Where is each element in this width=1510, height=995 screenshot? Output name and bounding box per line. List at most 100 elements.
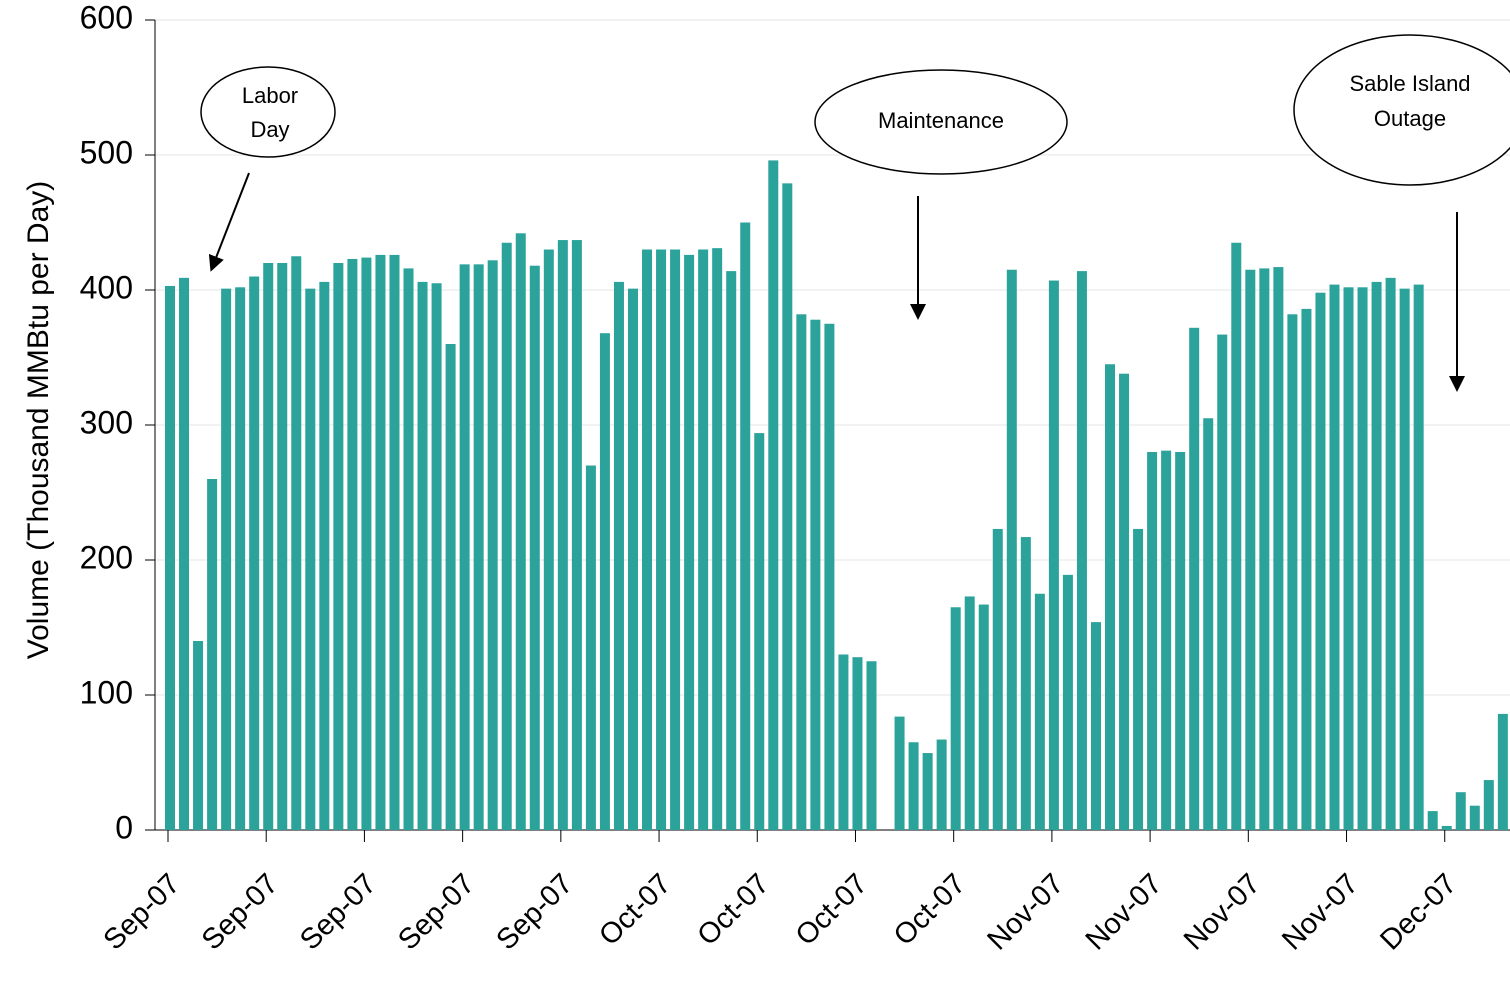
bar	[1259, 268, 1270, 830]
bar	[1217, 334, 1228, 830]
bar	[333, 263, 344, 830]
bar	[1203, 418, 1214, 830]
bar	[389, 254, 400, 830]
y-tick-label: 0	[115, 809, 133, 845]
bar	[277, 263, 288, 830]
bar	[852, 657, 863, 830]
x-tick-label: Nov-07	[982, 868, 1071, 957]
y-tick-label: 500	[80, 134, 133, 170]
bar	[1175, 452, 1186, 830]
bar	[613, 281, 624, 830]
bar	[1076, 271, 1087, 831]
bar	[1483, 780, 1494, 830]
bar	[782, 183, 793, 831]
bar	[1189, 327, 1200, 830]
bar	[263, 263, 274, 830]
bar	[1315, 292, 1326, 830]
bar	[1006, 269, 1017, 830]
annotation-text: Maintenance	[878, 108, 1004, 133]
annotation-text: Day	[250, 117, 289, 142]
x-tick-label: Oct-07	[888, 868, 972, 952]
bar	[361, 257, 372, 831]
bar	[1371, 281, 1382, 830]
bar	[810, 319, 821, 830]
x-tick-label: Sep-07	[294, 868, 383, 957]
x-tick-label: Sep-07	[490, 868, 579, 957]
bar	[627, 288, 638, 830]
bar	[459, 264, 470, 831]
bar	[179, 277, 190, 831]
bar	[207, 479, 218, 830]
bar	[712, 248, 723, 830]
bar	[1301, 308, 1312, 830]
bar	[1497, 713, 1508, 830]
bar	[543, 249, 554, 830]
bar	[950, 607, 961, 830]
bar	[375, 254, 386, 830]
bar	[1231, 242, 1242, 830]
bar	[1133, 528, 1144, 830]
bar	[487, 260, 498, 830]
bar	[838, 654, 849, 830]
bar	[1287, 314, 1298, 830]
bar	[319, 281, 330, 830]
bar	[1357, 287, 1368, 830]
bar	[235, 287, 246, 830]
bar	[992, 528, 1003, 830]
bar	[501, 242, 512, 830]
bar	[529, 265, 540, 830]
bar	[1048, 280, 1059, 830]
bar	[1441, 825, 1452, 830]
x-tick-label: Sep-07	[98, 868, 187, 957]
bar	[1090, 622, 1101, 830]
bar	[165, 285, 175, 830]
bar	[1455, 792, 1466, 830]
bar	[347, 258, 358, 830]
bar	[571, 240, 582, 831]
bar	[417, 281, 428, 830]
bar	[824, 323, 835, 830]
annotation-text: Labor	[242, 83, 298, 108]
x-tick-label: Sep-07	[196, 868, 285, 957]
bar	[249, 276, 260, 830]
bar	[1105, 364, 1116, 830]
x-tick-label: Nov-07	[1178, 868, 1267, 957]
bar	[656, 249, 667, 830]
bar	[1147, 452, 1158, 830]
bar	[978, 604, 989, 830]
bar	[740, 222, 751, 830]
annotation-arrow	[208, 172, 250, 272]
bar	[1399, 288, 1410, 830]
bar	[305, 288, 316, 830]
bar	[1273, 267, 1284, 830]
bar	[908, 742, 919, 830]
bar	[585, 465, 596, 830]
y-tick-label: 600	[80, 0, 133, 35]
bar	[866, 661, 877, 830]
bar	[1413, 284, 1424, 831]
bar	[670, 249, 681, 830]
bar	[431, 283, 442, 830]
bar	[964, 596, 975, 830]
y-tick-label: 200	[80, 539, 133, 575]
annotation-text: Sable Island	[1349, 71, 1470, 96]
bar	[1343, 287, 1354, 830]
bar	[1062, 574, 1073, 830]
bar	[557, 240, 568, 831]
bar	[1020, 537, 1031, 830]
y-tick-label: 300	[80, 404, 133, 440]
bar	[796, 314, 807, 830]
bar	[1469, 805, 1480, 830]
bar	[698, 249, 709, 830]
bar	[193, 641, 204, 830]
x-tick-label: Oct-07	[790, 868, 874, 952]
bar	[1385, 277, 1396, 831]
x-tick-label: Oct-07	[691, 868, 775, 952]
bar	[1329, 284, 1340, 831]
annotation-bubble	[1293, 34, 1510, 186]
bar	[445, 344, 456, 830]
annotation-text: Outage	[1374, 106, 1446, 131]
bar	[768, 160, 779, 830]
y-tick-label: 400	[80, 269, 133, 305]
